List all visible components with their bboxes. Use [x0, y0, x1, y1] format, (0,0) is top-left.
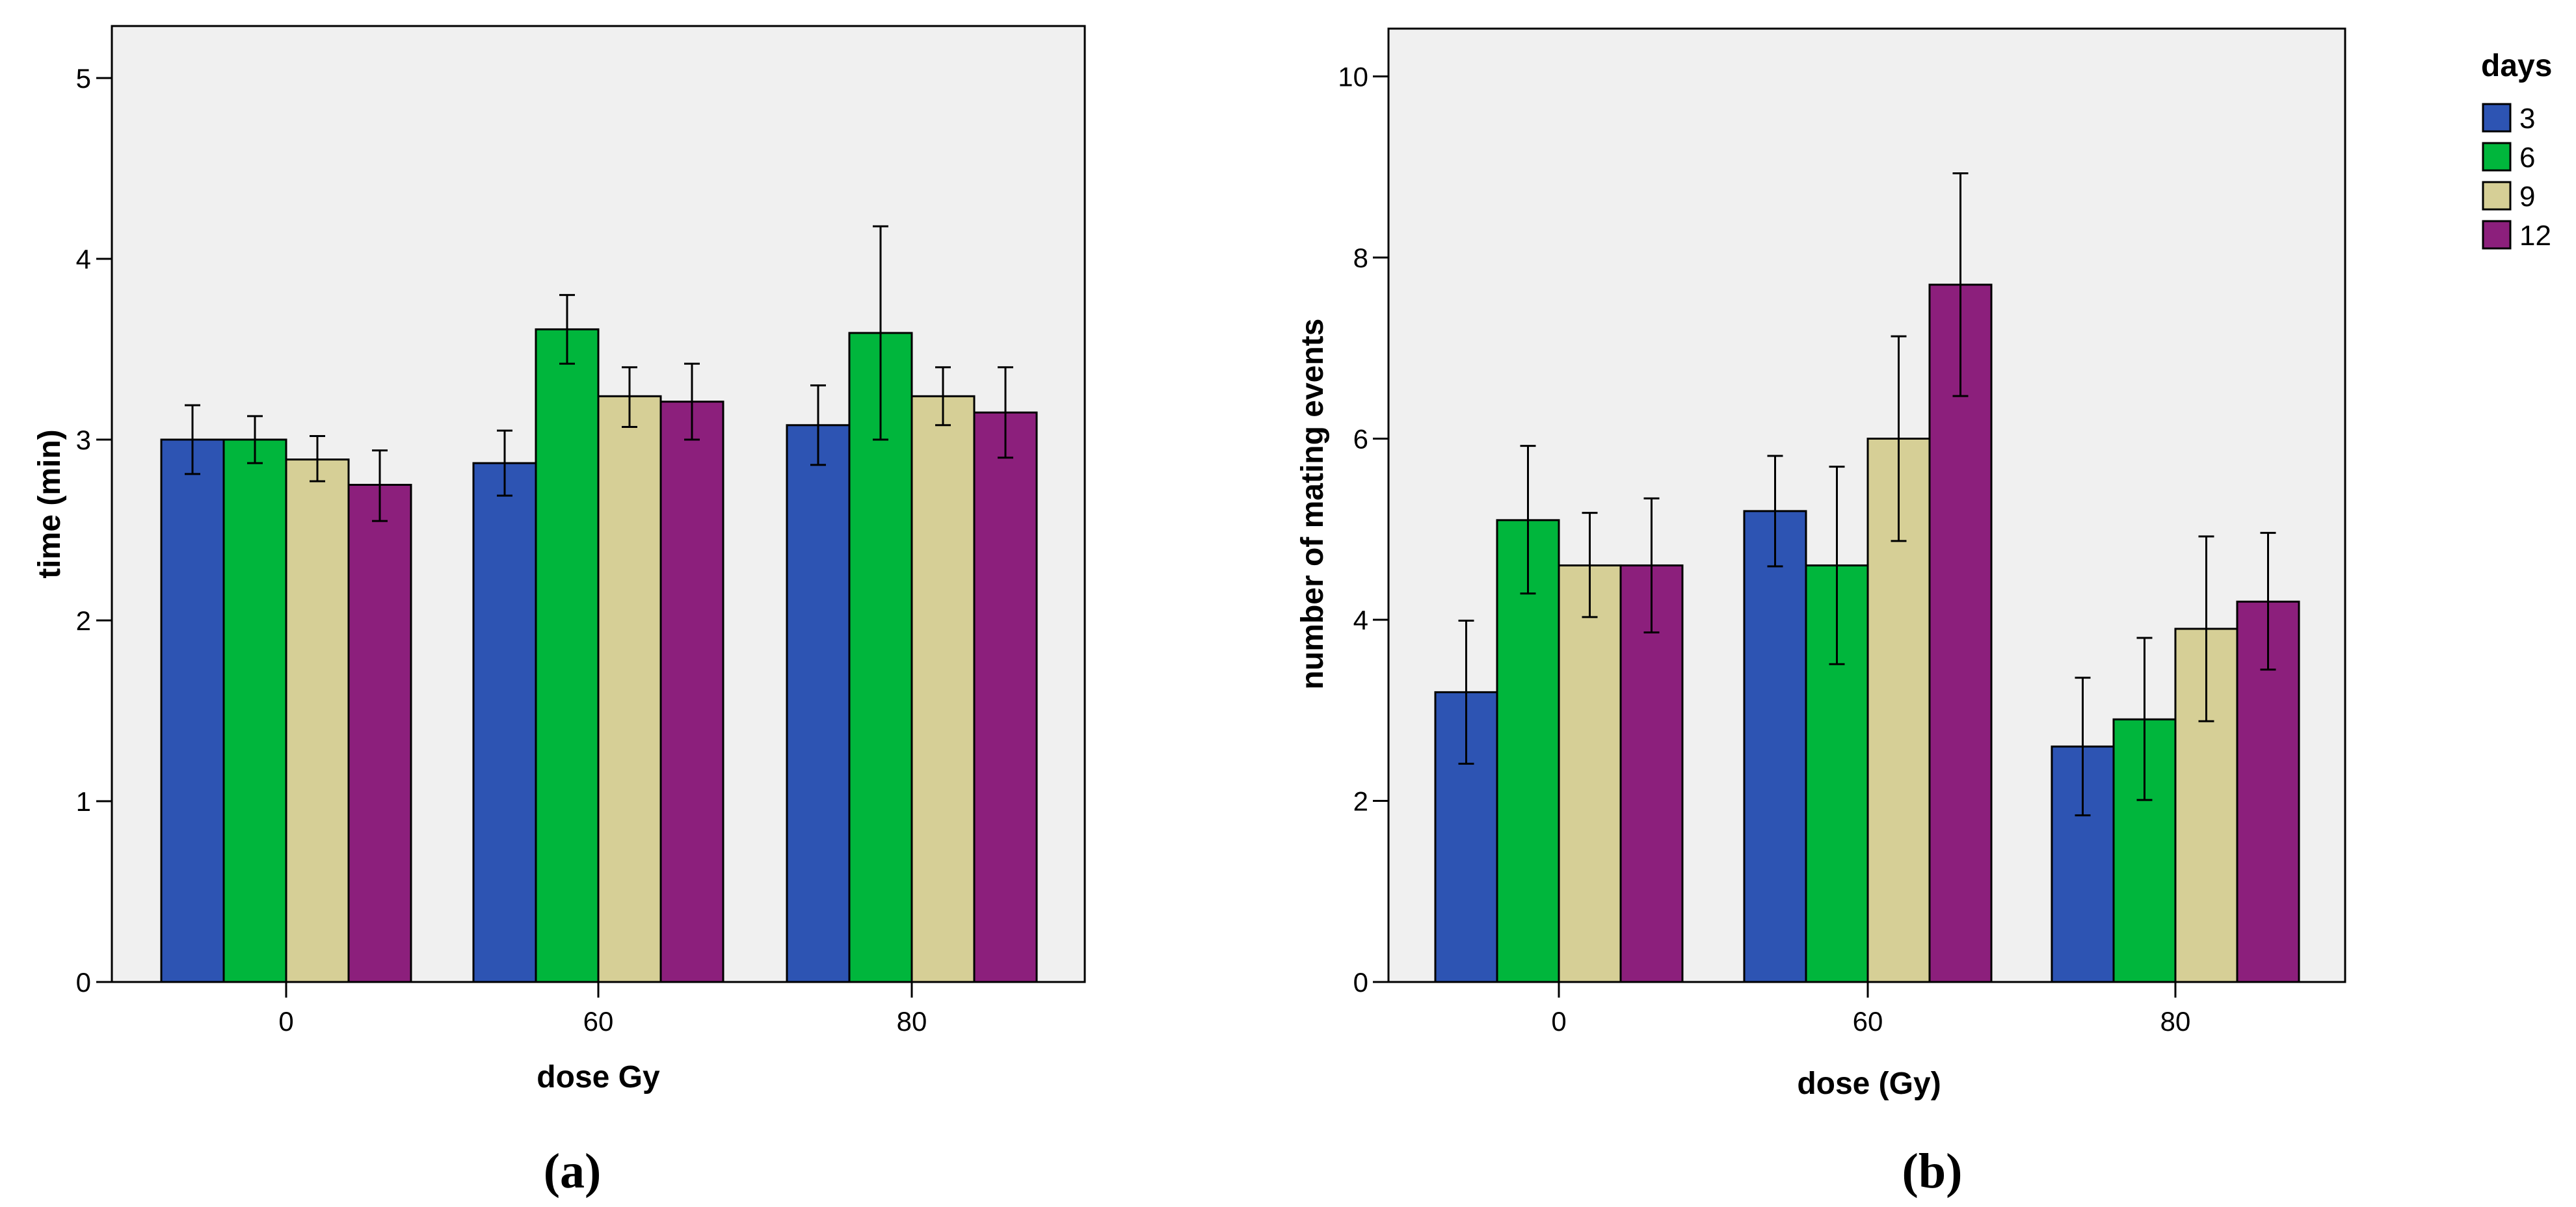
- panel-a-bar-day-12-dose-60: [659, 401, 724, 983]
- panel-a-y-tick-label: 0: [76, 967, 91, 998]
- panel-a-y-axis-label: time (min): [33, 429, 67, 578]
- panel-a-bar-day-9-dose-80: [910, 395, 976, 983]
- panel-b-y-tick-label: 6: [1353, 424, 1368, 455]
- panel-a-error-bar-day-12-dose-0: [372, 449, 388, 522]
- legend-items: 3 6 9 12: [2482, 103, 2551, 252]
- panel-b-error-bars: [1458, 172, 2276, 817]
- legend-label-day-3: 3: [2519, 103, 2535, 135]
- panel-b-error-bar-day-3-dose-60: [1767, 455, 1783, 568]
- legend-label-day-12: 12: [2519, 220, 2551, 252]
- legend-label-day-9: 9: [2519, 181, 2535, 213]
- panel-a-error-bar-day-3-dose-60: [497, 429, 512, 497]
- panel-a-error-bar-day-9-dose-0: [310, 434, 325, 483]
- panel-b-y-tick-label: 0: [1353, 967, 1368, 998]
- panel-b-bars: [1434, 284, 2300, 983]
- legend-swatch-day-6: [2482, 142, 2512, 172]
- panel-a-bar-day-3-dose-60: [472, 462, 537, 983]
- panel-a-error-bar-day-6-dose-0: [247, 415, 263, 464]
- panel-a-y-tick-label: 3: [76, 425, 91, 455]
- panel-a-error-bar-day-3-dose-0: [185, 404, 200, 475]
- panel-b-bar-day-9-dose-80: [2174, 628, 2238, 983]
- panel-a-error-bar-day-9-dose-60: [622, 366, 637, 429]
- legend-swatch-day-9: [2482, 181, 2512, 211]
- legend-swatch-day-12: [2482, 220, 2512, 250]
- panel-b-error-bar-day-12-dose-60: [1952, 172, 1969, 397]
- panel-a-bar-day-12-dose-80: [973, 411, 1038, 983]
- panel-b-y-axis-label: number of mating events: [1295, 319, 1330, 690]
- panel-b-x-tick-label: 60: [1853, 1006, 1883, 1037]
- panel-a-x-tick-label: 80: [897, 1006, 927, 1037]
- panel-a-error-bar-day-9-dose-80: [935, 366, 951, 427]
- panel-a-bar-day-12-dose-0: [347, 484, 412, 983]
- panel-b-x-tick-label: 0: [1551, 1006, 1566, 1037]
- panel-a-bar-day-9-dose-60: [597, 395, 662, 983]
- panel-b-error-bar-day-6-dose-60: [1829, 466, 1845, 665]
- legend: days 3 6 9 12: [2481, 49, 2552, 252]
- panel-a-bar-day-6-dose-80: [848, 332, 913, 983]
- panel-b-error-bar-day-3-dose-80: [2075, 676, 2091, 817]
- panel-b-bar-day-3-dose-60: [1743, 510, 1807, 983]
- panel-a-y-ticks: 0 1 2 3 4 5: [76, 63, 112, 998]
- panel-a-error-bar-day-12-dose-80: [998, 366, 1013, 459]
- panel-b-y-ticks: 0 2 4 6 8 10: [1338, 62, 1388, 998]
- panel-a-bar-day-3-dose-0: [160, 438, 225, 983]
- panel-b-x-axis-label: dose (Gy): [1797, 1067, 1941, 1101]
- panel-b-error-bar-day-9-dose-80: [2198, 535, 2214, 723]
- panel-a-x-tick-label: 60: [583, 1006, 614, 1037]
- panel-b-x-tick-label: 80: [2160, 1006, 2191, 1037]
- panel-a-y-tick-label: 1: [76, 786, 91, 817]
- legend-label-day-6: 6: [2519, 142, 2535, 174]
- panel-b-y-tick-label: 10: [1338, 62, 1368, 92]
- panel-a-label: (a): [544, 1144, 602, 1199]
- panel-b-y-tick-label: 2: [1353, 786, 1368, 817]
- panel-a-y-tick-label: 4: [76, 244, 91, 274]
- panel-b-bar-day-6-dose-0: [1496, 519, 1560, 983]
- legend-title: days: [2481, 49, 2552, 83]
- panel-b-y-tick-label: 4: [1353, 605, 1368, 635]
- panel-b-bar-day-9-dose-0: [1558, 564, 1622, 983]
- panel-b-error-bar-day-3-dose-0: [1458, 619, 1474, 765]
- panel-a-y-tick-label: 5: [76, 63, 91, 94]
- panel-b-error-bar-day-12-dose-80: [2260, 531, 2276, 671]
- panel-b-error-bar-day-12-dose-0: [1643, 497, 1660, 633]
- panel-a-bar-day-9-dose-0: [285, 458, 350, 983]
- panel-b-bar-day-12-dose-60: [1928, 284, 1993, 983]
- panel-b-error-bar-day-6-dose-0: [1520, 445, 1536, 595]
- panel-b-y-tick-label: 8: [1353, 243, 1368, 273]
- panel-b-error-bar-day-9-dose-60: [1891, 335, 1907, 542]
- panel-a-bar-day-3-dose-80: [786, 424, 851, 983]
- panel-b-label: (b): [1902, 1144, 1963, 1199]
- panel-b-bar-day-12-dose-0: [1619, 564, 1684, 983]
- panel-a-bar-day-6-dose-0: [222, 438, 287, 983]
- legend-swatch-day-3: [2482, 103, 2512, 133]
- panel-b-error-bar-day-6-dose-80: [2136, 637, 2153, 801]
- panel-b-error-bar-day-9-dose-0: [1582, 512, 1598, 618]
- panel-a-error-bar-day-6-dose-80: [873, 225, 888, 441]
- panel-b-chart: 0 2 4 6 8 10 0 60 80 dose (Gy) number of mating…: [1295, 27, 2346, 1199]
- panel-a-x-ticks: 0 60 80: [278, 982, 927, 1037]
- panel-a-chart: 0 1 2 3 4 5 0 60 80 dose Gy time (min) (a): [33, 25, 1086, 1199]
- panel-b-x-ticks: 0 60 80: [1551, 982, 2190, 1037]
- panel-a-error-bars: [185, 225, 1013, 522]
- panel-a-x-tick-label: 0: [278, 1006, 293, 1037]
- panel-a-error-bar-day-12-dose-60: [684, 362, 700, 441]
- panel-a-error-bar-day-3-dose-80: [810, 384, 826, 466]
- panel-a-bar-day-6-dose-60: [535, 328, 600, 983]
- panel-a-error-bar-day-6-dose-60: [559, 294, 575, 365]
- panel-a-x-axis-label: dose Gy: [537, 1060, 660, 1094]
- panel-a-y-tick-label: 2: [76, 605, 91, 636]
